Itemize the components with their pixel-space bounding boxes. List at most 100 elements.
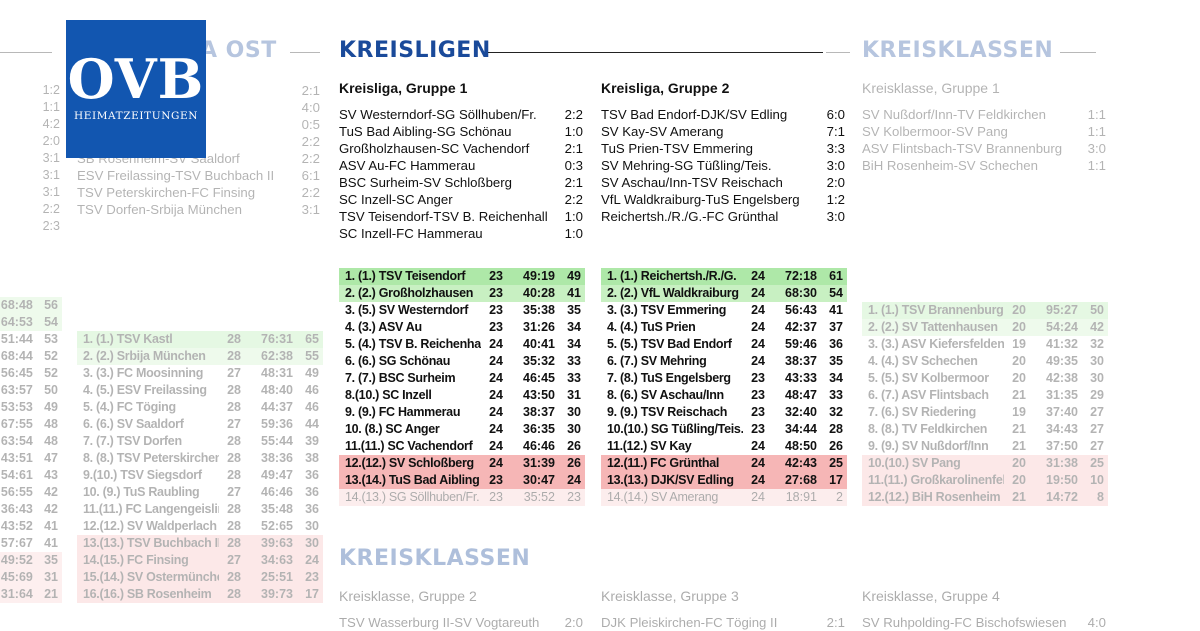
diff-stub-row: 56:45 52 <box>0 365 62 382</box>
kreisklasse-g4-title: Kreisklasse, Gruppe 4 <box>862 588 1000 604</box>
result-match: SV Nußdorf/Inn-TV Feldkirchen <box>862 107 1046 122</box>
points: 25 <box>1090 456 1104 470</box>
points: 35 <box>44 553 58 567</box>
result-score: 4:0 <box>1087 615 1106 630</box>
kreisklasse-g3-title: Kreisklasse, Gruppe 3 <box>601 588 739 604</box>
table-row: 8. (6.) SV Aschau/Inn 23 48:47 33 <box>601 387 847 404</box>
result-match: SV Ruhpolding-FC Bischofswiesen <box>862 615 1067 630</box>
team-name: 11.(11.) SC Vachendorf <box>345 439 473 453</box>
points: 49 <box>567 269 581 283</box>
goal-difference: 52:65 <box>261 519 293 533</box>
points: 46 <box>305 400 319 414</box>
points: 36 <box>305 485 319 499</box>
goal-difference: 64:53 <box>0 315 33 329</box>
team-name: 11.(12.) SV Kay <box>607 439 692 453</box>
games-played: 21 <box>1012 439 1026 453</box>
points: 32 <box>1090 337 1104 351</box>
kreisliga-g2-table: 1. (1.) Reichertsh./R./G. 24 72:18 61 2. (2.… <box>601 268 847 506</box>
table-row: 4. (4.) SV Schechen 20 49:35 30 <box>862 353 1108 370</box>
games-played: 24 <box>489 456 503 470</box>
team-name: 2. (2.) SV Tattenhausen <box>868 320 998 334</box>
points: 46 <box>305 383 319 397</box>
kreisligen-title: KREISLIGEN <box>339 38 491 63</box>
goal-difference: 95:27 <box>1046 303 1078 317</box>
team-name: 2. (2.) VfL Waldkraiburg <box>607 286 739 300</box>
points: 30 <box>305 536 319 550</box>
result-match: TSV Bad Endorf-DJK/SV Edling <box>601 107 788 122</box>
table-row: 13.(13.) TSV Buchbach II 28 39:63 30 <box>77 535 323 552</box>
result-score: 1:0 <box>564 226 583 241</box>
table-row: 8. (8.) TV Feldkirchen 21 34:43 27 <box>862 421 1108 438</box>
result-score: 4:0 <box>301 100 320 115</box>
table-row: 2. (2.) Srbija München 28 62:38 55 <box>77 348 323 365</box>
table-row: 1. (1.) TSV Teisendorf 23 49:19 49 <box>339 268 585 285</box>
result-match: TuS Prien-TSV Emmering <box>601 141 753 156</box>
table-row: 1. (1.) Reichertsh./R./G. 24 72:18 61 <box>601 268 847 285</box>
diff-stub-row: 67:55 48 <box>0 416 62 433</box>
goal-difference: 49:52 <box>0 553 33 567</box>
games-played: 27 <box>227 366 241 380</box>
table-row: 14.(15.) FC Finsing 27 34:63 24 <box>77 552 323 569</box>
table-row: 5. (4.) TSV B. Reichenhall 24 40:41 34 <box>339 336 585 353</box>
result-row: SV Nußdorf/Inn-TV Feldkirchen 1:1 <box>862 106 1106 123</box>
games-played: 20 <box>1012 354 1026 368</box>
result-score: 2:1 <box>301 83 320 98</box>
goal-difference: 40:28 <box>523 286 555 300</box>
kreisklassen-right-title: KREISKLASSEN <box>862 38 1054 63</box>
table-row: 9. (9.) FC Hammerau 24 38:37 30 <box>339 404 585 421</box>
goal-difference: 43:52 <box>0 519 33 533</box>
points: 36 <box>305 468 319 482</box>
result-row: TSV Peterskirchen-FC Finsing 2:2 <box>77 184 320 201</box>
goal-difference: 72:18 <box>785 269 817 283</box>
team-name: 6. (7.) ASV Flintsbach <box>868 388 989 402</box>
table-row: 13.(13.) DJK/SV Edling 24 27:68 17 <box>601 472 847 489</box>
goal-difference: 46:46 <box>261 485 293 499</box>
table-row: 5. (5.) SV Kolbermoor 20 42:38 30 <box>862 370 1108 387</box>
goal-difference: 49:19 <box>523 269 555 283</box>
games-played: 23 <box>489 286 503 300</box>
team-name: 8.(10.) SC Inzell <box>345 388 432 402</box>
goal-difference: 68:30 <box>785 286 817 300</box>
points: 34 <box>829 371 843 385</box>
diff-stub-row: 43:51 47 <box>0 450 62 467</box>
points: 26 <box>567 439 581 453</box>
goal-difference: 32:40 <box>785 405 817 419</box>
goal-difference: 41:32 <box>1046 337 1078 351</box>
result-match: TuS Bad Aibling-SG Schönau <box>339 124 512 139</box>
goal-difference: 30:47 <box>523 473 555 487</box>
result-match: SC Inzell-FC Hammerau <box>339 226 483 241</box>
kreisklasse-g1-table: 1. (1.) TSV Brannenburg 20 95:27 50 2. (2.) … <box>862 302 1108 506</box>
goal-difference: 38:36 <box>261 451 293 465</box>
points: 36 <box>305 502 319 516</box>
table-row: 3. (3.) FC Moosinning 27 48:31 49 <box>77 365 323 382</box>
kreisliga-g2-title: Kreisliga, Gruppe 2 <box>601 80 730 96</box>
score-stub-item: 3:1 <box>42 168 60 182</box>
score-stub-item: 2:2 <box>42 202 60 216</box>
points: 50 <box>1090 303 1104 317</box>
points: 36 <box>829 337 843 351</box>
team-name: 8. (6.) SV Aschau/Inn <box>607 388 724 402</box>
result-row: SV Kolbermoor-SV Pang 1:1 <box>862 123 1106 140</box>
goal-difference: 19:50 <box>1046 473 1078 487</box>
table-row: 10. (8.) SC Anger 24 36:35 30 <box>339 421 585 438</box>
games-played: 24 <box>751 269 765 283</box>
points: 41 <box>44 519 58 533</box>
games-played: 24 <box>751 490 765 504</box>
goal-difference: 31:35 <box>1046 388 1078 402</box>
kreisklasse-g4-results: SV Ruhpolding-FC Bischofswiesen 4:0 <box>862 614 1106 631</box>
points: 2 <box>836 490 843 504</box>
table-row: 6. (7.) SV Mehring 24 38:37 35 <box>601 353 847 370</box>
games-played: 23 <box>489 320 503 334</box>
points: 37 <box>829 320 843 334</box>
games-played: 24 <box>489 439 503 453</box>
team-name: 6. (7.) SV Mehring <box>607 354 707 368</box>
points: 41 <box>44 536 58 550</box>
team-name: 14.(15.) FC Finsing <box>83 553 189 567</box>
games-played: 28 <box>227 519 241 533</box>
points: 41 <box>829 303 843 317</box>
team-name: 6. (6.) SG Schönau <box>345 354 451 368</box>
goal-difference: 37:40 <box>1046 405 1078 419</box>
team-name: 4. (3.) ASV Au <box>345 320 422 334</box>
logo-sub-text: HEIMATZEITUNGEN <box>73 110 199 122</box>
goal-difference: 35:52 <box>523 490 555 504</box>
